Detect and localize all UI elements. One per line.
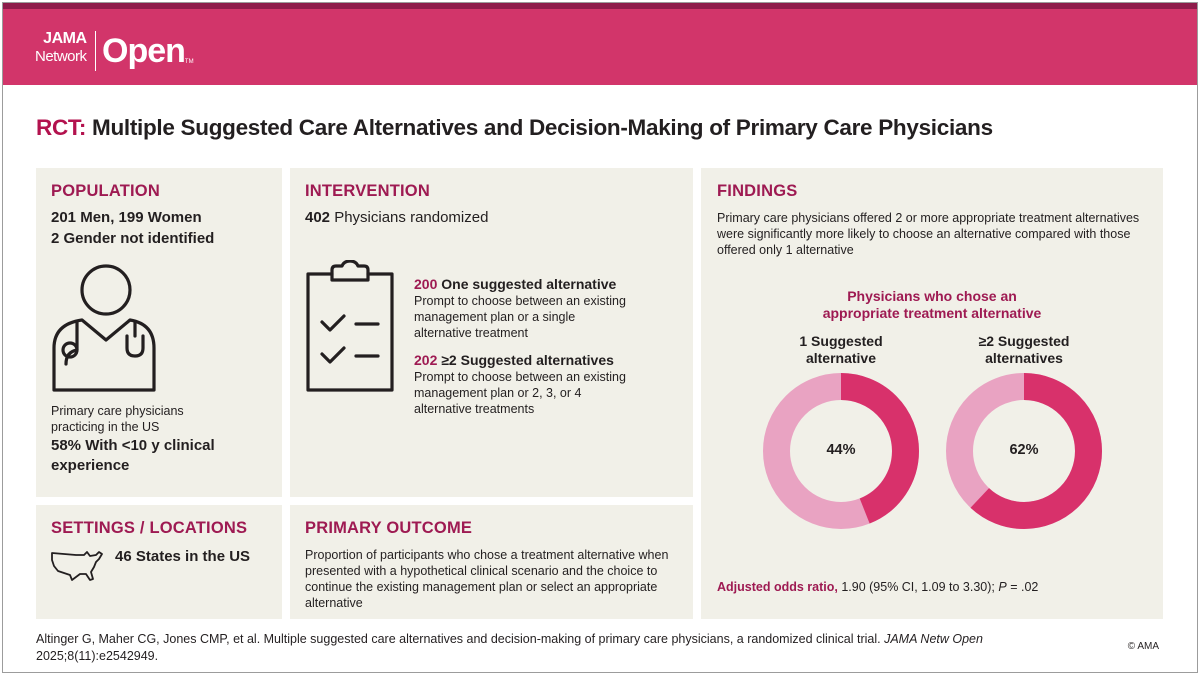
arm2-desc-2: management plan or 2, 3, or 4 [414, 386, 582, 400]
arm2-heading: 202 ≥2 Suggested alternatives [414, 351, 614, 369]
intervention-panel: INTERVENTION 402 Physicians randomized 2… [290, 168, 693, 497]
donut2-value-arc [946, 373, 1102, 529]
population-desc-1: Primary care physicians [51, 404, 184, 418]
findings-heading: FINDINGS [717, 182, 798, 200]
population-gender-line: 201 Men, 199 Women [51, 209, 202, 226]
population-gender-line2: 2 Gender not identified [51, 230, 215, 247]
physician-icon [52, 264, 156, 392]
arm1-label: One suggested alternative [441, 276, 617, 292]
jama-network-open-logo: JAMA Network Open TM [35, 31, 194, 71]
findings-line-2: were significantly more likely to choose… [717, 227, 1131, 241]
citation-text: Altinger G, Maher CG, Jones CMP, et al. … [36, 632, 881, 646]
odds-ratio-value: 1.90 (95% CI, 1.09 to 3.30); [841, 580, 995, 594]
logo-divider [94, 31, 97, 71]
copyright: © AMA [1127, 641, 1159, 652]
citation-ref: 2025;8(11):e2542949. [36, 649, 159, 663]
logo-trademark: TM [184, 59, 194, 65]
arm1-desc-1: Prompt to choose between an existing [414, 294, 626, 308]
page-title: RCT: Multiple Suggested Care Alternative… [36, 115, 993, 141]
findings-line-3: offered only 1 alternative [717, 243, 854, 257]
donut1-label-1: 1 Suggested [799, 333, 883, 349]
outcome-heading: PRIMARY OUTCOME [305, 519, 473, 537]
donut-chart [763, 373, 1102, 529]
population-desc-2: practicing in the US [51, 420, 160, 434]
arm1-n: 200 [414, 276, 438, 292]
outcome-line-2: presented with a hypothetical clinical s… [305, 564, 658, 578]
arm2-desc-1: Prompt to choose between an existing [414, 370, 626, 384]
intervention-count: 402 [305, 209, 331, 226]
odds-ratio-line: Adjusted odds ratio, 1.90 (95% CI, 1.09 … [717, 580, 1038, 594]
donut2-label: ≥2 Suggested alternatives [954, 333, 1094, 367]
settings-panel: SETTINGS / LOCATIONS 46 States in the US [36, 505, 282, 619]
findings-panel: FINDINGS Primary care physicians offered… [701, 168, 1163, 619]
intervention-count-text: Physicians randomized [334, 209, 489, 226]
chart-title-2: appropriate treatment alternative [822, 305, 1042, 321]
header-banner: JAMA Network Open TM [3, 3, 1197, 85]
logo-network: Network [35, 48, 87, 65]
outcome-panel: PRIMARY OUTCOME Proportion of participan… [290, 505, 693, 619]
arm2-label: ≥2 Suggested alternatives [441, 352, 614, 368]
outcome-line-4: alternative [305, 596, 363, 610]
donut1-label-2: alternative [805, 350, 877, 366]
arm1-desc-3: alternative treatment [414, 326, 528, 340]
outcome-line-1: Proportion of participants who chose a t… [305, 548, 669, 562]
donut2-value-label: 62% [1009, 442, 1039, 458]
citation: Altinger G, Maher CG, Jones CMP, et al. … [36, 631, 983, 665]
donut2-label-2: alternatives [985, 350, 1063, 366]
p-value: = .02 [1010, 580, 1039, 594]
title-text: Multiple Suggested Care Alternatives and… [92, 115, 993, 140]
settings-heading: SETTINGS / LOCATIONS [51, 519, 248, 537]
population-panel: POPULATION 201 Men, 199 Women 2 Gender n… [36, 168, 282, 497]
outcome-line-3: continue the existing management plan or… [305, 580, 658, 594]
donut1-value-arc [763, 373, 919, 529]
logo-open: Open [102, 32, 186, 70]
arm2-n: 202 [414, 352, 438, 368]
title-prefix: RCT: [36, 115, 87, 140]
population-stat-2: experience [51, 457, 130, 474]
arm1-heading: 200 One suggested alternative [414, 275, 616, 293]
intervention-heading: INTERVENTION [305, 182, 430, 200]
p-label: P [998, 580, 1007, 594]
logo-jama: JAMA [43, 30, 87, 47]
donut2-label-1: ≥2 Suggested [978, 333, 1070, 349]
population-stat-1: 58% With <10 y clinical [51, 437, 215, 454]
donut1-value-label: 44% [826, 442, 856, 458]
settings-text: 46 States in the US [115, 548, 251, 565]
clipboard-checklist-icon [306, 260, 394, 392]
odds-ratio-label: Adjusted odds ratio, [717, 580, 838, 594]
citation-journal: JAMA Netw Open [884, 632, 983, 646]
donut1-label: 1 Suggested alternative [771, 333, 911, 367]
arm1-desc-2: management plan or a single [414, 310, 576, 324]
population-heading: POPULATION [51, 182, 160, 200]
findings-line-1: Primary care physicians offered 2 or mor… [717, 211, 1140, 225]
chart-title-1: Physicians who chose an [847, 288, 1017, 304]
arm2-desc-3: alternative treatments [414, 402, 535, 416]
us-map-icon [51, 551, 103, 581]
intervention-count-line: 402 Physicians randomized [305, 208, 488, 228]
